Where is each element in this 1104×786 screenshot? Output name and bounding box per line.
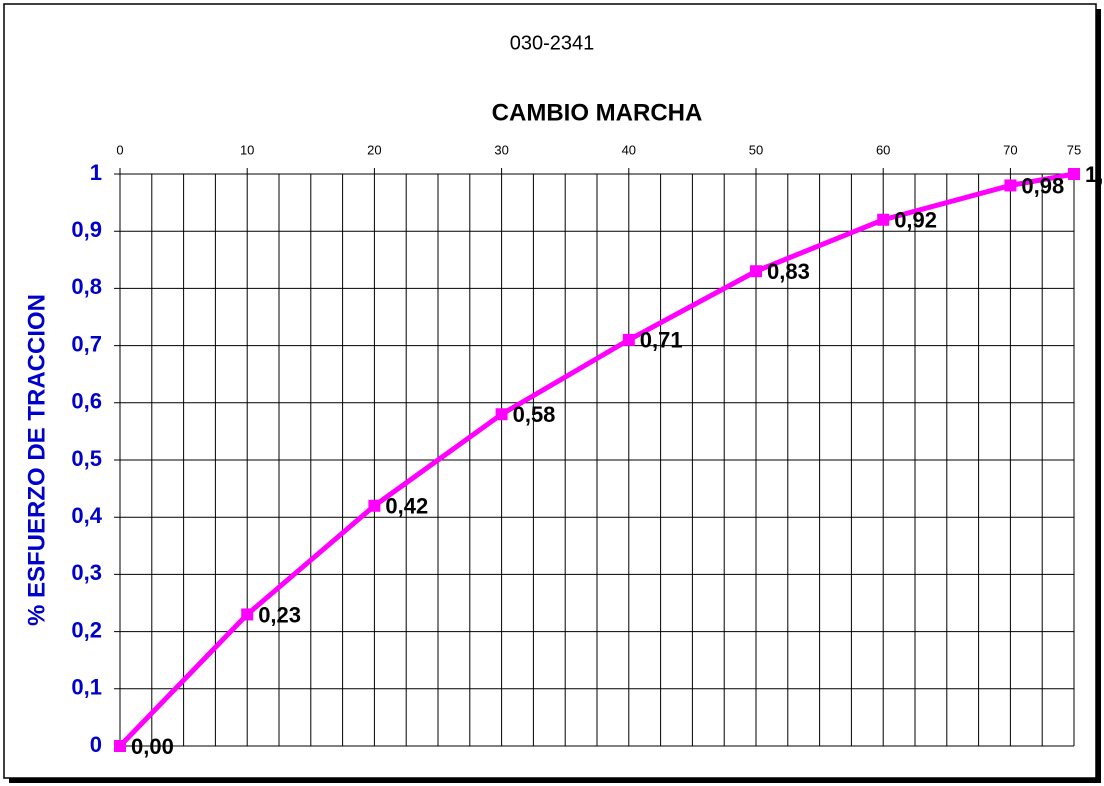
y-tick-label: 0,8 [71,274,102,299]
x-axis-title: CAMBIO MARCHA [492,99,703,126]
y-axis-title: % ESFUERZO DE TRACCION [23,294,50,626]
data-label: 0,92 [894,208,937,233]
marker [241,608,254,621]
y-tick-label: 0,7 [71,331,102,356]
x-tick-label: 40 [622,142,636,157]
data-label: 0,83 [767,259,810,284]
x-tick-label: 30 [494,142,508,157]
data-label: 0,58 [513,402,556,427]
data-label: 0,00 [131,734,174,759]
x-tick-label: 70 [1003,142,1017,157]
x-tick-label: 20 [367,142,381,157]
data-label: 0,23 [258,602,301,627]
marker [495,408,508,421]
x-tick-label: 10 [240,142,254,157]
data-label: 0,42 [385,494,428,519]
marker [877,213,890,226]
x-tick-label: 75 [1067,142,1081,157]
y-tick-label: 0,6 [71,389,102,414]
x-tick-label: 0 [116,142,123,157]
data-label: 0,71 [640,328,683,353]
y-tick-label: 0,9 [71,217,102,242]
y-tick-label: 0,2 [71,617,102,642]
marker [114,740,126,752]
y-tick-label: 1 [90,160,102,185]
marker [1068,168,1080,180]
marker [1004,179,1017,192]
chart-title: 030-2341 [510,32,595,54]
y-tick-label: 0,4 [71,503,102,528]
y-tick-label: 0,3 [71,560,102,585]
x-tick-label: 60 [876,142,890,157]
marker [368,499,381,512]
data-label: 1,00 [1085,162,1104,187]
y-tick-label: 0,5 [71,446,102,471]
x-tick-label: 50 [749,142,763,157]
data-label: 0,98 [1021,173,1064,198]
marker [750,265,762,278]
y-tick-label: 0,1 [71,675,102,700]
y-tick-label: 0 [90,732,102,757]
chart-border [3,3,1097,779]
marker [622,333,635,346]
